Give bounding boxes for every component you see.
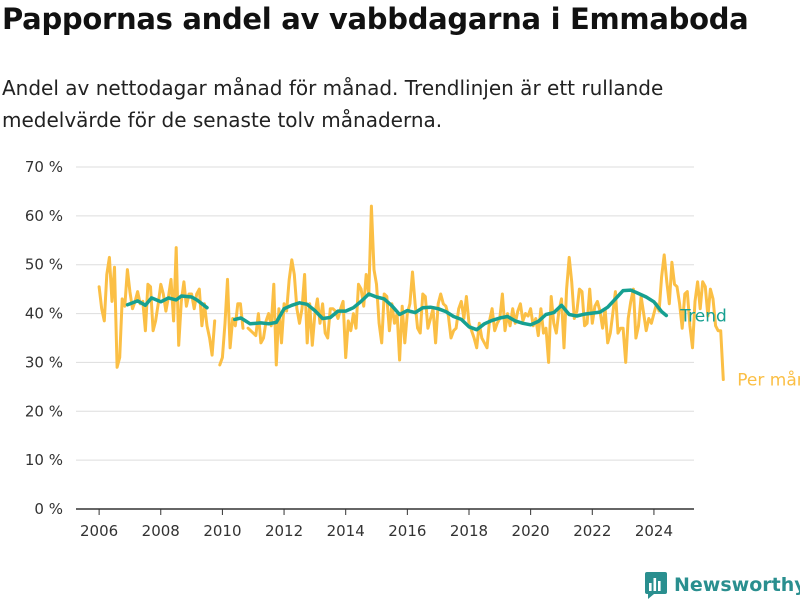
newsworthy-brand: Newsworthy (644, 570, 800, 600)
y-tick-label: 0 % (34, 500, 63, 518)
monthly-series-line (97, 204, 725, 381)
x-tick-label: 2014 (327, 522, 365, 540)
y-tick-label: 20 % (25, 402, 63, 420)
brand-name: Newsworthy (674, 574, 800, 596)
y-tick-label: 70 % (25, 158, 63, 176)
y-tick-label: 30 % (25, 353, 63, 371)
x-tick-label: 2022 (573, 522, 611, 540)
x-tick-label: 2006 (80, 522, 118, 540)
chart-title: Pappornas andel av vabbdagarna i Emmabod… (2, 2, 749, 36)
x-tick-label: 2018 (450, 522, 488, 540)
chart-subtitle: Andel av nettodagar månad för månad. Tre… (2, 76, 664, 132)
x-tick-label: 2010 (203, 522, 241, 540)
monthly-series-label: Per månad (737, 370, 800, 391)
trend-series-label: Trend (679, 307, 727, 327)
y-tick-label: 10 % (25, 451, 63, 469)
newsworthy-logo-icon (645, 572, 667, 599)
y-tick-label: 50 % (25, 256, 63, 274)
x-tick-label: 2024 (635, 522, 673, 540)
x-tick-label: 2020 (512, 522, 550, 540)
trend-series-line (125, 288, 669, 332)
x-tick-label: 2016 (388, 522, 426, 540)
x-tick-label: 2012 (265, 522, 303, 540)
y-tick-label: 40 % (25, 305, 63, 323)
y-tick-label: 60 % (25, 207, 63, 225)
x-tick-label: 2008 (142, 522, 180, 540)
